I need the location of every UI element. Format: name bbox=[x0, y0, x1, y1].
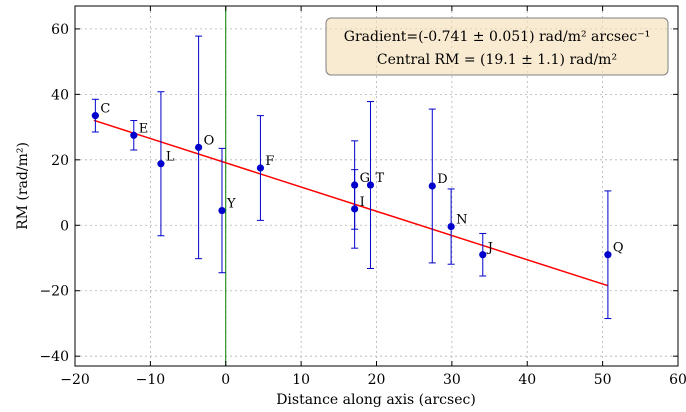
point-marker bbox=[479, 251, 486, 258]
point-label: L bbox=[166, 150, 175, 165]
point-label: N bbox=[456, 213, 467, 228]
y-tick-label: −40 bbox=[39, 349, 69, 365]
point-marker bbox=[351, 205, 358, 212]
x-tick-label: 0 bbox=[221, 372, 230, 388]
x-tick-label: −10 bbox=[136, 372, 166, 388]
x-tick-label: 60 bbox=[669, 372, 686, 388]
point-marker bbox=[218, 207, 225, 214]
x-tick-label: 10 bbox=[292, 372, 310, 388]
point-label: I bbox=[360, 195, 365, 210]
point-marker bbox=[429, 182, 436, 189]
y-tick-label: 20 bbox=[51, 153, 69, 169]
x-axis-label: Distance along axis (arcsec) bbox=[276, 392, 476, 408]
x-tick-label: 50 bbox=[594, 372, 612, 388]
point-marker bbox=[157, 160, 164, 167]
point-label: D bbox=[437, 172, 447, 187]
y-tick-label: −20 bbox=[39, 284, 69, 300]
y-tick-label: 0 bbox=[60, 218, 69, 234]
point-marker bbox=[130, 132, 137, 139]
point-label: J bbox=[486, 241, 493, 256]
point-marker bbox=[257, 164, 264, 171]
x-tick-label: 30 bbox=[443, 372, 461, 388]
point-label: Q bbox=[613, 241, 624, 256]
point-marker bbox=[195, 144, 202, 151]
point-label: O bbox=[204, 133, 215, 148]
point-label: C bbox=[100, 102, 110, 117]
point-marker bbox=[604, 251, 611, 258]
x-tick-label: −20 bbox=[60, 372, 90, 388]
x-tick-label: 40 bbox=[518, 372, 536, 388]
annotation-box: Gradient=(-0.741 ± 0.051) rad/m² arcsec⁻… bbox=[326, 18, 668, 75]
x-tick-label: 20 bbox=[368, 372, 386, 388]
point-label: Y bbox=[226, 197, 236, 212]
y-tick-label: 60 bbox=[51, 22, 69, 38]
annotation-central-rm: Central RM = (19.1 ± 1.1) rad/m² bbox=[377, 52, 617, 68]
y-tick-label: 40 bbox=[51, 87, 69, 103]
annotation-gradient: Gradient=(-0.741 ± 0.051) rad/m² arcsec⁻… bbox=[344, 29, 650, 45]
point-marker bbox=[367, 181, 374, 188]
point-label: T bbox=[375, 171, 384, 186]
point-label: E bbox=[139, 121, 149, 136]
point-marker bbox=[92, 112, 99, 119]
y-axis-label: RM (rad/m²) bbox=[15, 142, 31, 230]
point-marker bbox=[448, 223, 455, 230]
point-label: F bbox=[265, 154, 274, 169]
